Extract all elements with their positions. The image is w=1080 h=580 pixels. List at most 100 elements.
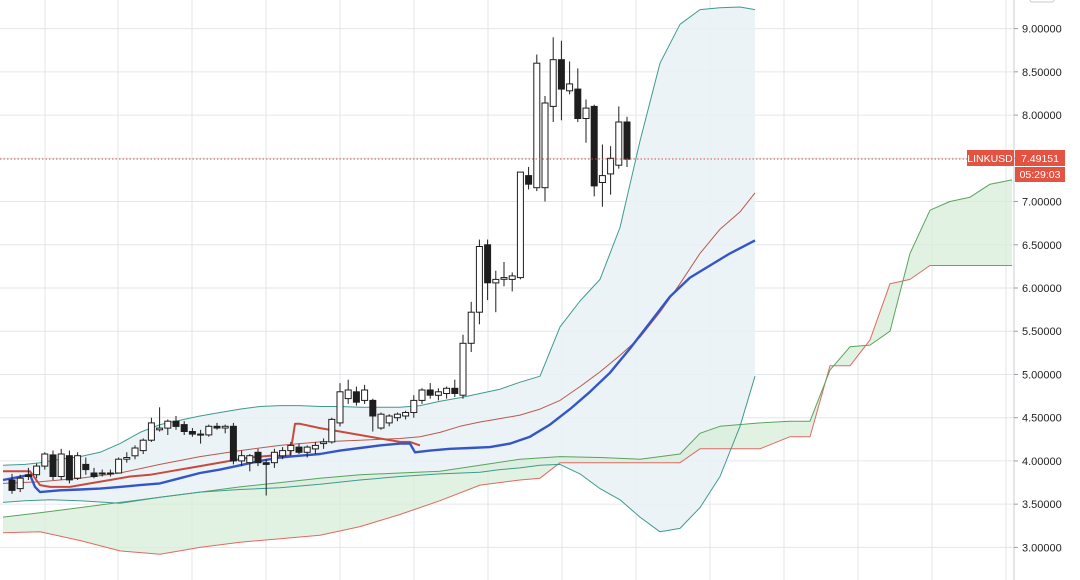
candle (279, 447, 287, 460)
candle (385, 414, 393, 427)
candle (41, 452, 49, 470)
candle-body-up (279, 450, 287, 457)
candle-body-up (41, 453, 49, 467)
candle-body-up (33, 465, 41, 476)
candle-body-up (361, 389, 369, 401)
candle-body-down (623, 121, 631, 160)
candle-body-down (295, 446, 303, 453)
candle-body-down (213, 425, 221, 429)
candle (254, 448, 262, 467)
candle-body-up (615, 121, 623, 166)
candle (459, 334, 467, 399)
axis-tick-label: 3.00000 (1022, 542, 1062, 554)
axis-tick-label: 3.50000 (1022, 499, 1062, 511)
candle-body-up (205, 425, 213, 436)
candlestick-series (8, 37, 631, 496)
candle (172, 415, 180, 430)
candle-body-down (525, 175, 533, 185)
candle (516, 171, 524, 280)
candle (180, 421, 188, 435)
candle-body-down (98, 472, 106, 475)
candle (508, 272, 516, 292)
candle-body-up (385, 415, 393, 424)
candle-body-down (188, 431, 196, 435)
axis-tick-label: 5.50000 (1022, 326, 1062, 338)
axis-tick-label: 5.00000 (1022, 370, 1062, 382)
candle (475, 239, 483, 325)
candle-body-down (352, 391, 360, 403)
candle-body-up (402, 412, 410, 417)
candle (426, 383, 434, 399)
candle-body-up (566, 83, 574, 92)
candle (33, 463, 41, 479)
candle (484, 239, 492, 301)
candle-body-up (541, 102, 549, 189)
corner-button[interactable] (1029, 0, 1055, 3)
candle (238, 450, 246, 467)
candle-body-up (287, 444, 295, 452)
axis-tick-label: 6.00000 (1022, 283, 1062, 295)
candle-body-up (549, 59, 557, 107)
cloud-fill (3, 179, 1012, 555)
candle (16, 474, 24, 493)
candle-body-up (320, 441, 328, 445)
candle-body-up (410, 399, 418, 413)
candle-body-up (328, 418, 336, 443)
candle-body-up (533, 62, 541, 189)
candle-body-up (156, 427, 164, 431)
candle (287, 441, 295, 456)
candle (402, 410, 410, 420)
candle-body-up (270, 451, 278, 464)
candle-body-up (607, 157, 615, 175)
candle (418, 388, 426, 404)
axis-tick-label: 4.00000 (1022, 456, 1062, 468)
candle-body-up (443, 387, 451, 394)
axis-tick-label: 9.00000 (1022, 24, 1062, 36)
candle-body-up (123, 457, 131, 460)
candle (115, 457, 123, 474)
candle (615, 106, 623, 169)
candle (361, 384, 369, 404)
candle (49, 450, 57, 480)
candle-body-down (451, 387, 459, 394)
candle-body-up (582, 107, 590, 119)
candle (106, 469, 114, 477)
candle (320, 438, 328, 449)
candle (525, 166, 533, 190)
price-axis[interactable]: 3.00000 3.50000 4.00000 4.50000 5.00000 5.500… (1014, 24, 1062, 555)
candle (147, 417, 155, 442)
bollinger-upper-line (2, 6, 756, 466)
candle (352, 386, 360, 406)
candle-body-down (369, 399, 377, 417)
candle (393, 412, 401, 422)
candle-body-down (24, 474, 32, 477)
kijun-line (2, 239, 756, 494)
candle-body-up (508, 275, 516, 280)
candle (590, 104, 598, 197)
candle (443, 386, 451, 399)
candle (410, 395, 418, 418)
last-price-label: 7.49151 (1021, 153, 1059, 165)
bollinger-lower-line (2, 376, 756, 533)
candle-body-up (115, 458, 123, 474)
candle (74, 452, 82, 480)
candle-body-up (598, 175, 606, 184)
candle-body-up (303, 446, 311, 453)
candle-body-down (180, 424, 188, 433)
candle-body-up (500, 277, 508, 280)
candle-body-up (418, 389, 426, 401)
candle (557, 40, 565, 121)
bollinger-band-area (3, 7, 755, 532)
candle (221, 424, 229, 434)
candle (336, 383, 344, 427)
candle (533, 54, 541, 192)
symbol-badge (967, 150, 1014, 166)
axis-tick-label: 6.50000 (1022, 240, 1062, 252)
candle-body-down (557, 59, 565, 90)
candle (123, 452, 131, 463)
candle (311, 441, 319, 455)
candle (90, 467, 98, 479)
candle (65, 450, 73, 484)
